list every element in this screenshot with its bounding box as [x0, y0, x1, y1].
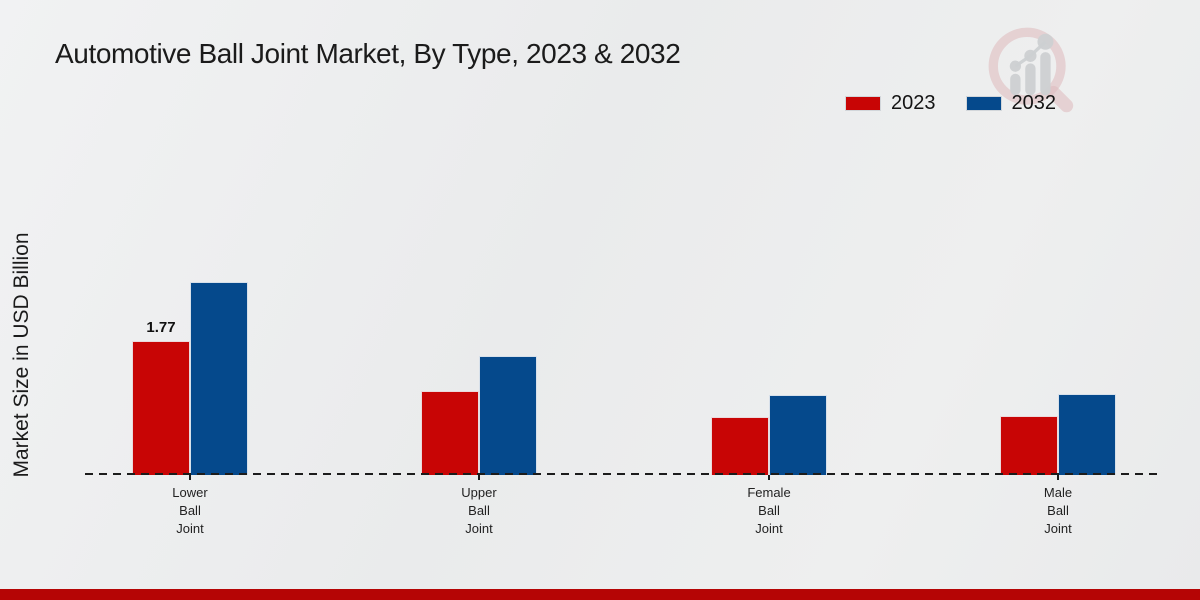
- legend-swatch-2032: [965, 96, 1002, 111]
- bar-2032-lower-ball-joint: [190, 282, 248, 475]
- bar-2023-lower-ball-joint: [132, 341, 190, 475]
- bar-value-label: 1.77: [146, 319, 176, 336]
- bar-2032-female-ball-joint: [769, 395, 827, 475]
- bar-2023-upper-ball-joint: [421, 391, 479, 475]
- x-axis-tick: [768, 475, 770, 480]
- x-axis-tick: [1057, 475, 1059, 480]
- bar-2023-male-ball-joint: [1000, 416, 1058, 475]
- bar-2032-upper-ball-joint: [479, 356, 537, 475]
- legend-label-2023: 2023: [891, 92, 936, 114]
- legend-item-2032: 2032: [965, 92, 1057, 115]
- magnifier-growth-chart-logo-icon: [988, 27, 1074, 113]
- legend: 2023 2032: [845, 92, 1056, 115]
- x-axis-category-label: Lower Ball Joint: [172, 485, 208, 537]
- x-axis-category-label: Female Ball Joint: [747, 485, 791, 537]
- legend-swatch-2023: [845, 96, 881, 111]
- chart-title: Automotive Ball Joint Market, By Type, 2…: [55, 38, 681, 69]
- legend-item-2023: 2023: [845, 92, 936, 115]
- legend-label-2032: 2032: [1011, 92, 1057, 114]
- x-axis-tick: [189, 475, 191, 480]
- x-axis-dashed-line: [85, 473, 1163, 475]
- x-axis-tick: [478, 475, 480, 480]
- bar-2023-female-ball-joint: [711, 417, 769, 475]
- bar-2032-male-ball-joint: [1058, 394, 1116, 475]
- x-axis-category-label: Male Ball Joint: [1043, 485, 1073, 537]
- footer-bar: [0, 589, 1200, 600]
- x-axis-category-label: Upper Ball Joint: [461, 485, 497, 537]
